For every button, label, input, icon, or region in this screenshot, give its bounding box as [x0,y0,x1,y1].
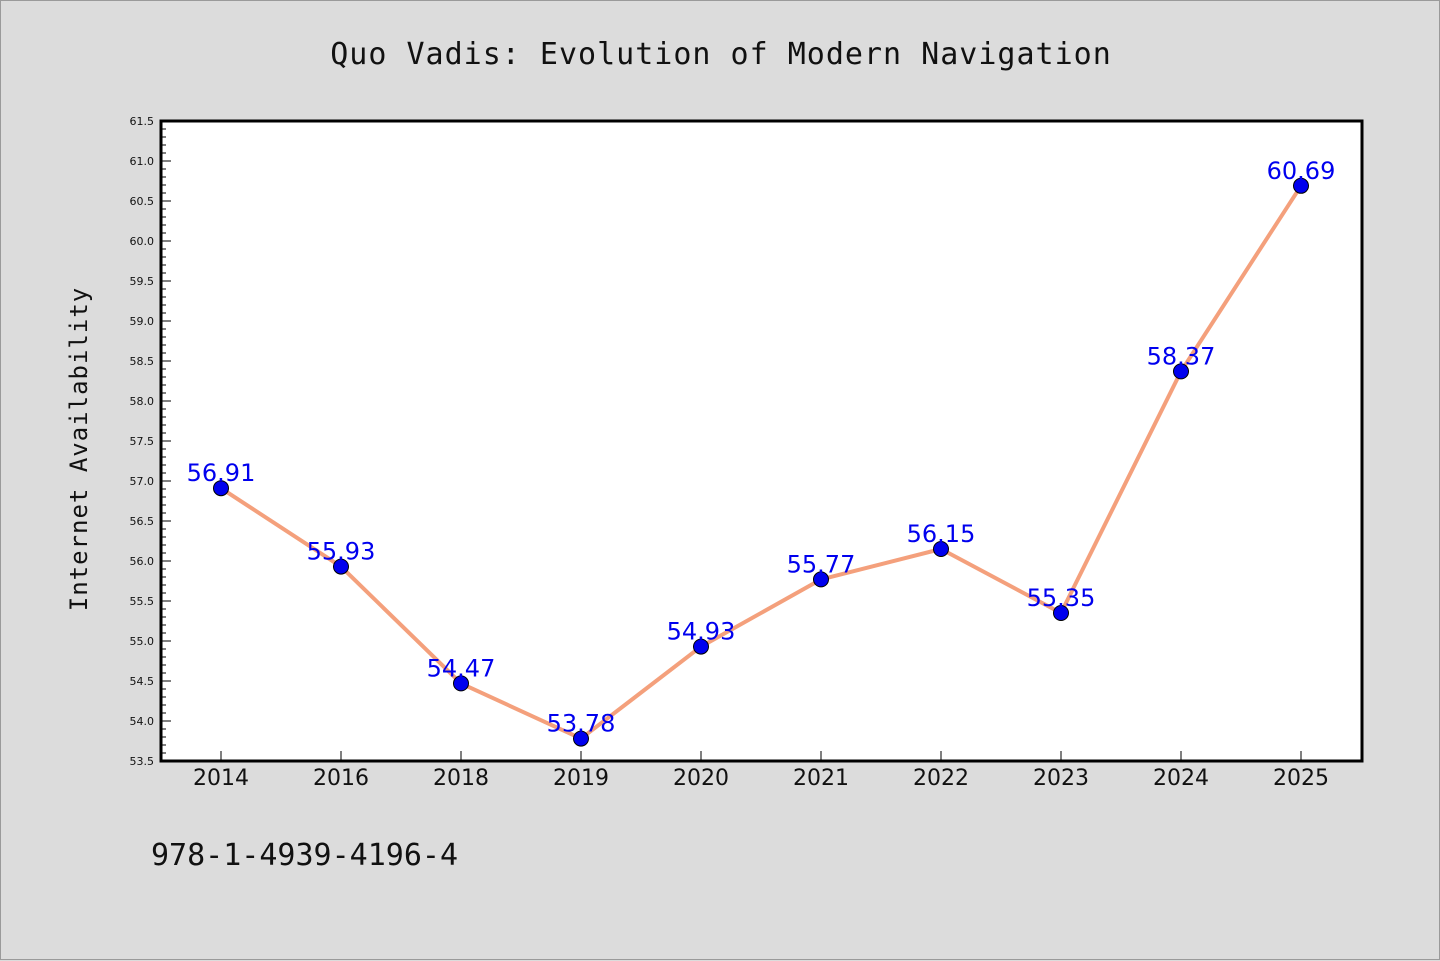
x-tick-label: 2023 [1033,766,1089,791]
x-tick-label: 2018 [433,766,489,791]
y-tick-label: 57.5 [130,435,155,448]
data-point [1053,605,1069,621]
y-tick-label: 59.0 [130,315,155,328]
y-tick-label: 60.5 [130,195,155,208]
data-point [333,558,349,575]
footer-code: 978-1-4939-4196-4 [151,838,458,873]
data-point [1293,177,1309,194]
data-label: 53.78 [547,710,616,738]
x-tick-label: 2021 [793,766,849,791]
plot-area [159,119,1364,763]
x-tick-label: 2019 [553,766,609,791]
y-axis-label: Internet Availability [65,287,93,611]
data-label: 55.35 [1027,584,1096,612]
data-label: 54.47 [427,654,496,682]
data-point [573,730,589,747]
y-tick-label: 61.5 [130,115,155,128]
data-label: 55.93 [307,538,376,566]
y-tick-label: 61.0 [130,155,155,168]
y-tick-label: 54.0 [130,715,155,728]
data-label: 55.77 [787,550,856,578]
data-label: 56.15 [907,520,976,548]
y-tick-label: 55.5 [130,595,155,608]
data-point [693,638,709,655]
chart-title: Quo Vadis: Evolution of Modern Navigatio… [330,37,1112,72]
data-label: 60.69 [1267,157,1336,185]
x-tick-label: 2014 [193,766,249,791]
series-line [219,183,1303,741]
y-axis-ticks: 53.5 54.0 54.5 55.0 55.5 56.0 56.5 57.0 57.5 58.0… [130,115,171,768]
y-tick-label: 58.0 [130,395,155,408]
series-layer: 56.91 55.93 54.47 53.78 54.93 55.77 56.15 55.35… [187,157,1336,747]
data-label: 58.37 [1147,342,1216,370]
data-label: 54.93 [667,618,736,646]
y-tick-label: 59.5 [130,275,155,288]
y-tick-label: 54.5 [130,675,155,688]
x-tick-label: 2025 [1273,766,1329,791]
y-tick-label: 55.0 [130,635,155,648]
data-point [1173,363,1189,380]
data-label: 56.91 [187,459,256,487]
y-tick-label: 56.5 [130,515,155,528]
data-point [813,571,829,588]
y-tick-label: 56.0 [130,555,155,568]
y-tick-label: 58.5 [130,355,155,368]
x-axis-ticks: 2014 2016 2018 2019 2020 2021 2022 2023 2024 2025 [193,751,1329,791]
x-tick-label: 2016 [313,766,369,791]
x-tick-label: 2024 [1153,766,1209,791]
data-point [453,675,469,692]
data-point [933,541,949,557]
x-tick-label: 2022 [913,766,969,791]
y-tick-label: 57.0 [130,475,155,488]
y-tick-label: 60.0 [130,235,155,248]
x-tick-label: 2020 [673,766,729,791]
y-tick-label: 53.5 [130,755,155,768]
data-point [213,480,229,497]
